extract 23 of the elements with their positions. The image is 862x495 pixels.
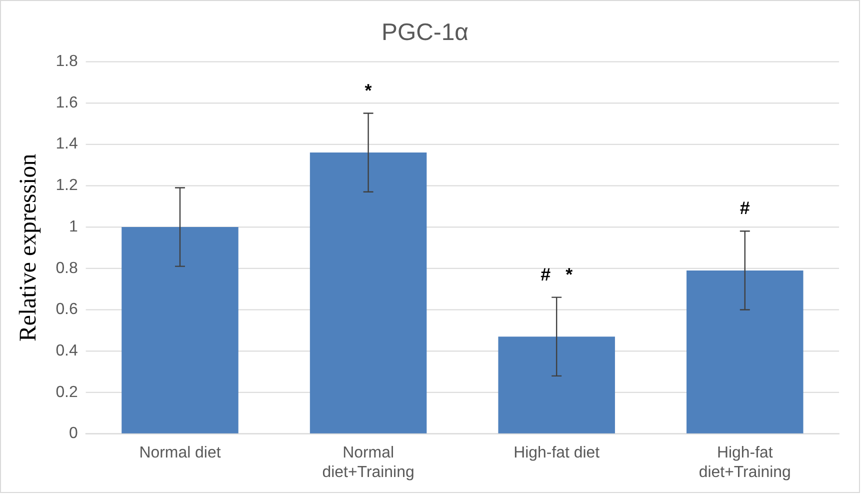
y-tick-label: 0.8: [56, 260, 78, 277]
y-tick-label: 1.2: [56, 177, 78, 194]
y-tick-label: 1.4: [56, 136, 78, 153]
y-tick-label: 0.4: [56, 342, 78, 360]
annotation: *: [364, 80, 372, 100]
x-tick-label: High-fat diet: [514, 444, 600, 462]
annotation: # *: [540, 264, 573, 284]
y-tick-label: 1.6: [56, 94, 78, 112]
chart-title: PGC-1α: [382, 18, 469, 46]
x-tick-label: Normal diet: [139, 444, 222, 462]
bar: [122, 227, 238, 434]
y-tick-label: 0: [68, 425, 78, 442]
y-tick-label: 1.8: [56, 52, 78, 70]
bar: [498, 336, 615, 434]
x-tick-label: High-fat diet+Training: [698, 444, 791, 481]
y-tick-label: 0.6: [56, 301, 78, 318]
x-tick-label: Normal diet+Training: [322, 444, 414, 481]
y-tick-label: 0.2: [56, 384, 78, 401]
annotation: #: [740, 198, 750, 218]
bar: [310, 152, 427, 434]
bar: [686, 270, 804, 434]
y-tick-label: 1: [68, 218, 78, 236]
y-axis-title: Relative expression: [16, 154, 42, 342]
